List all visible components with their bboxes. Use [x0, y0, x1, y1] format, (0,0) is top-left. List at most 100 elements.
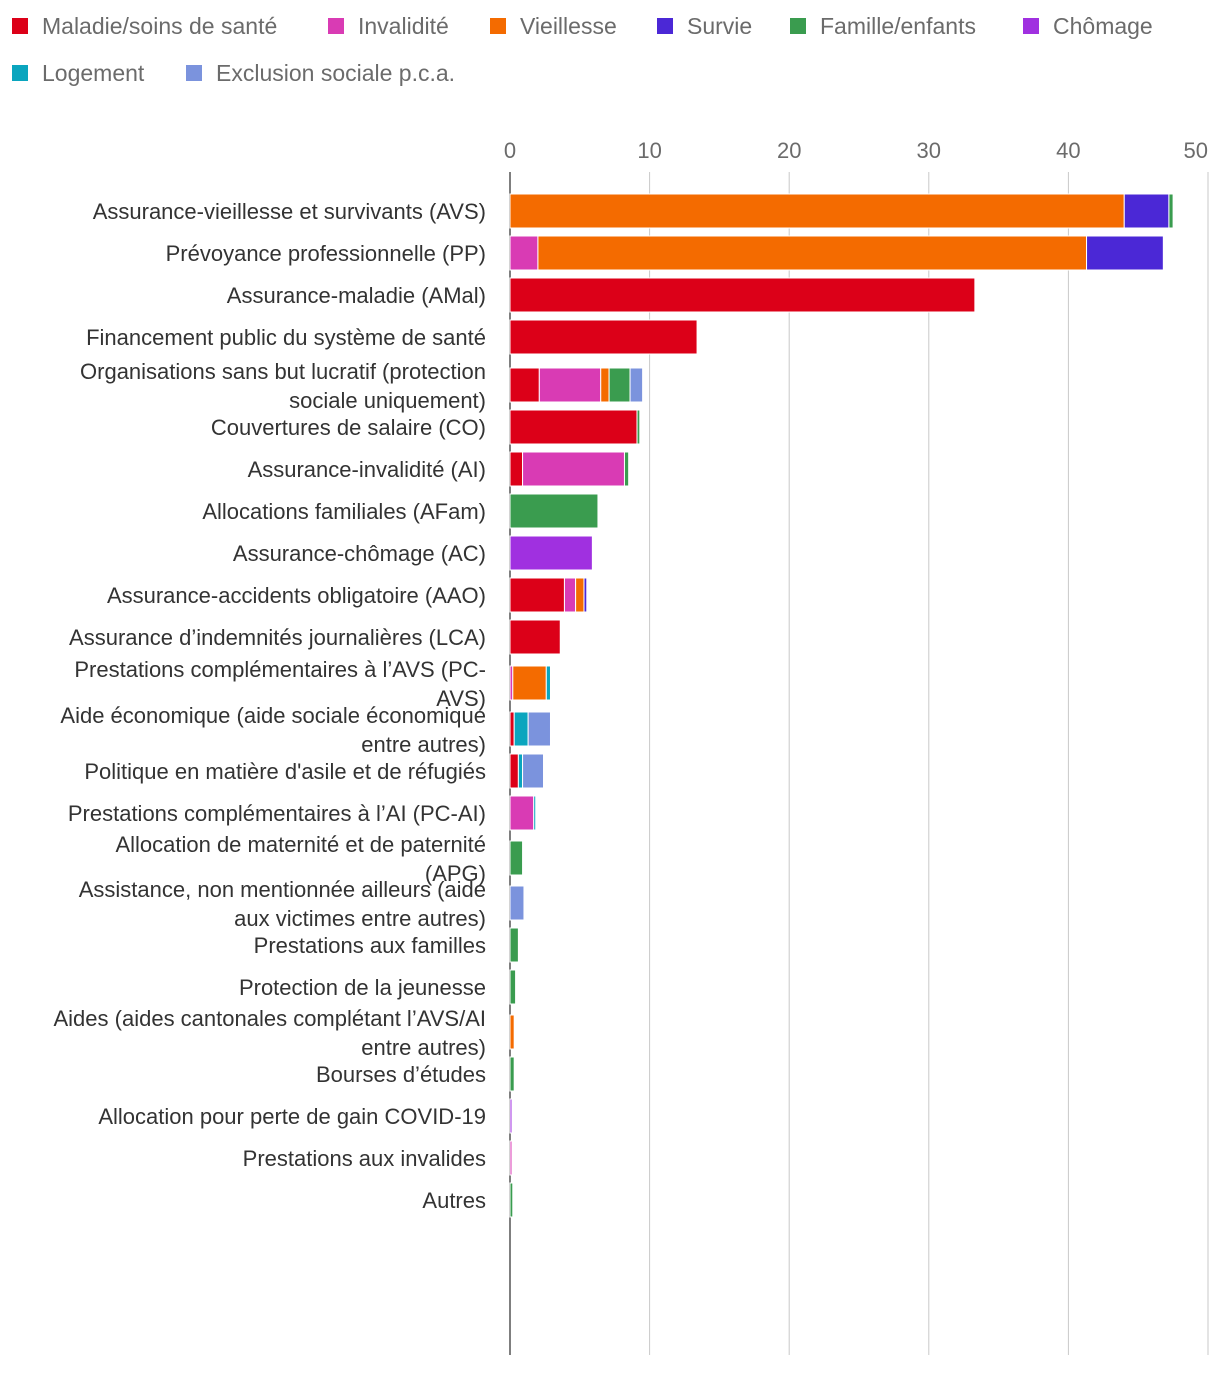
- x-axis-ticks: 0 10 20 30 40 50: [504, 138, 1208, 163]
- legend-label: Maladie/soins de santé: [42, 13, 277, 39]
- legend-item: Logement: [12, 60, 145, 86]
- bar-segment: [629, 367, 644, 403]
- legend-swatch: [657, 18, 673, 34]
- x-tick-label: 10: [637, 138, 661, 163]
- category-label-line: entre autres): [361, 1035, 486, 1060]
- category-label: Allocation de maternité et de paternité (…: [115, 832, 486, 886]
- category-label-line: (APG): [425, 861, 486, 886]
- category-label: Prestations aux invalides: [243, 1146, 486, 1171]
- bar-segment: [538, 367, 602, 403]
- category-label-line: AVS): [436, 686, 486, 711]
- bar-segment: [509, 840, 524, 876]
- bar-segment: [509, 619, 561, 655]
- category-label: Assurance-vieillesse et survivants (AVS): [93, 199, 486, 224]
- bar-segment: [509, 969, 517, 1005]
- legend-item: Survie: [657, 13, 752, 39]
- bar-segment: [509, 885, 525, 921]
- bar-segment: [509, 409, 638, 445]
- legend-swatch: [490, 18, 506, 34]
- legend-label: Famille/enfants: [820, 13, 976, 39]
- legend-item: Chômage: [1023, 13, 1153, 39]
- bar-segment: [509, 235, 539, 271]
- category-label: Allocations familiales (AFam): [202, 499, 486, 524]
- bars: [509, 193, 1174, 1218]
- legend: Maladie/soins de santé Invalidité Vieilles…: [12, 13, 1153, 86]
- legend-label: Logement: [42, 60, 145, 86]
- category-label-line: Assistance, non mentionnée ailleurs (aid…: [79, 877, 486, 902]
- category-label: Allocation pour perte de gain COVID-19: [98, 1104, 486, 1129]
- category-label: Bourses d’études: [316, 1062, 486, 1087]
- bar-segment: [608, 367, 631, 403]
- legend-swatch: [186, 65, 202, 81]
- x-tick-label: 20: [777, 138, 801, 163]
- bar-segment: [533, 795, 537, 831]
- category-label-line: entre autres): [361, 732, 486, 757]
- bar-segment: [513, 711, 529, 747]
- category-label-line: Organisations sans but lucratif (protect…: [80, 359, 486, 384]
- bar-segment: [563, 577, 577, 613]
- category-label: Assurance-accidents obligatoire (AAO): [107, 583, 486, 608]
- bar-segment: [509, 193, 1125, 229]
- bar-segment: [509, 927, 519, 963]
- legend-label: Invalidité: [358, 13, 449, 39]
- legend-item: Vieillesse: [490, 13, 617, 39]
- category-label: Assurance d’indemnités journalières (LCA…: [69, 625, 486, 650]
- legend-swatch: [1023, 18, 1039, 34]
- bar-segment: [545, 665, 551, 701]
- category-label: Prévoyance professionnelle (PP): [166, 241, 486, 266]
- bar-segment: [509, 493, 599, 529]
- x-tick-label: 0: [504, 138, 516, 163]
- category-label: Protection de la jeunesse: [239, 975, 486, 1000]
- legend-item: Exclusion sociale p.c.a.: [186, 60, 455, 86]
- category-label: Autres: [422, 1188, 486, 1213]
- category-label-line: Allocation de maternité et de paternité: [115, 832, 486, 857]
- x-tick-label: 50: [1184, 138, 1208, 163]
- x-tick-label: 40: [1056, 138, 1080, 163]
- bar-segment: [509, 1098, 513, 1134]
- bar-segment: [509, 1140, 513, 1176]
- bar-segment: [1123, 193, 1170, 229]
- legend-label: Survie: [687, 13, 752, 39]
- category-label: Politique en matière d'asile et de réfug…: [84, 759, 486, 784]
- legend-item: Famille/enfants: [790, 13, 976, 39]
- category-label-line: sociale uniquement): [289, 388, 486, 413]
- category-label-line: Aides (aides cantonales complétant l’AVS…: [54, 1006, 487, 1031]
- category-labels: Assurance-vieillesse et survivants (AVS)…: [54, 199, 487, 1213]
- category-label: Aide économique (aide sociale économique…: [60, 703, 486, 757]
- bar-segment: [509, 535, 593, 571]
- bar-segment: [509, 451, 524, 487]
- legend-swatch: [12, 65, 28, 81]
- bar-segment: [509, 367, 540, 403]
- bar-segment: [509, 711, 515, 747]
- category-label: Assurance-invalidité (AI): [248, 457, 486, 482]
- bar-segment: [600, 367, 610, 403]
- bar-segment: [509, 577, 565, 613]
- bar-segment: [509, 795, 535, 831]
- bar-segment: [517, 753, 524, 789]
- bar-segment: [522, 451, 625, 487]
- bar-segment: [623, 451, 630, 487]
- bar-segment: [512, 665, 547, 701]
- legend-item: Maladie/soins de santé: [12, 13, 277, 39]
- category-label: Assurance-maladie (AMal): [227, 283, 486, 308]
- bar-segment: [522, 753, 545, 789]
- bar-segment: [527, 711, 551, 747]
- bar-segment: [509, 1014, 515, 1050]
- bar-segment: [1168, 193, 1174, 229]
- category-label: Organisations sans but lucratif (protect…: [80, 359, 486, 413]
- legend-swatch: [328, 18, 344, 34]
- legend-label: Exclusion sociale p.c.a.: [216, 60, 455, 86]
- bar-segment: [509, 319, 698, 355]
- category-label-line: aux victimes entre autres): [234, 906, 486, 931]
- x-tick-label: 30: [917, 138, 941, 163]
- bar-segment: [1086, 235, 1164, 271]
- legend-label: Vieillesse: [520, 13, 617, 39]
- category-label: Prestations aux familles: [254, 933, 486, 958]
- bar-segment: [509, 277, 976, 313]
- legend-swatch: [12, 18, 28, 34]
- legend-item: Invalidité: [328, 13, 449, 39]
- category-label-line: Aide économique (aide sociale économique: [60, 703, 486, 728]
- bar-segment: [509, 1182, 514, 1218]
- category-label-line: Prestations complémentaires à l’AVS (PC-: [74, 657, 486, 682]
